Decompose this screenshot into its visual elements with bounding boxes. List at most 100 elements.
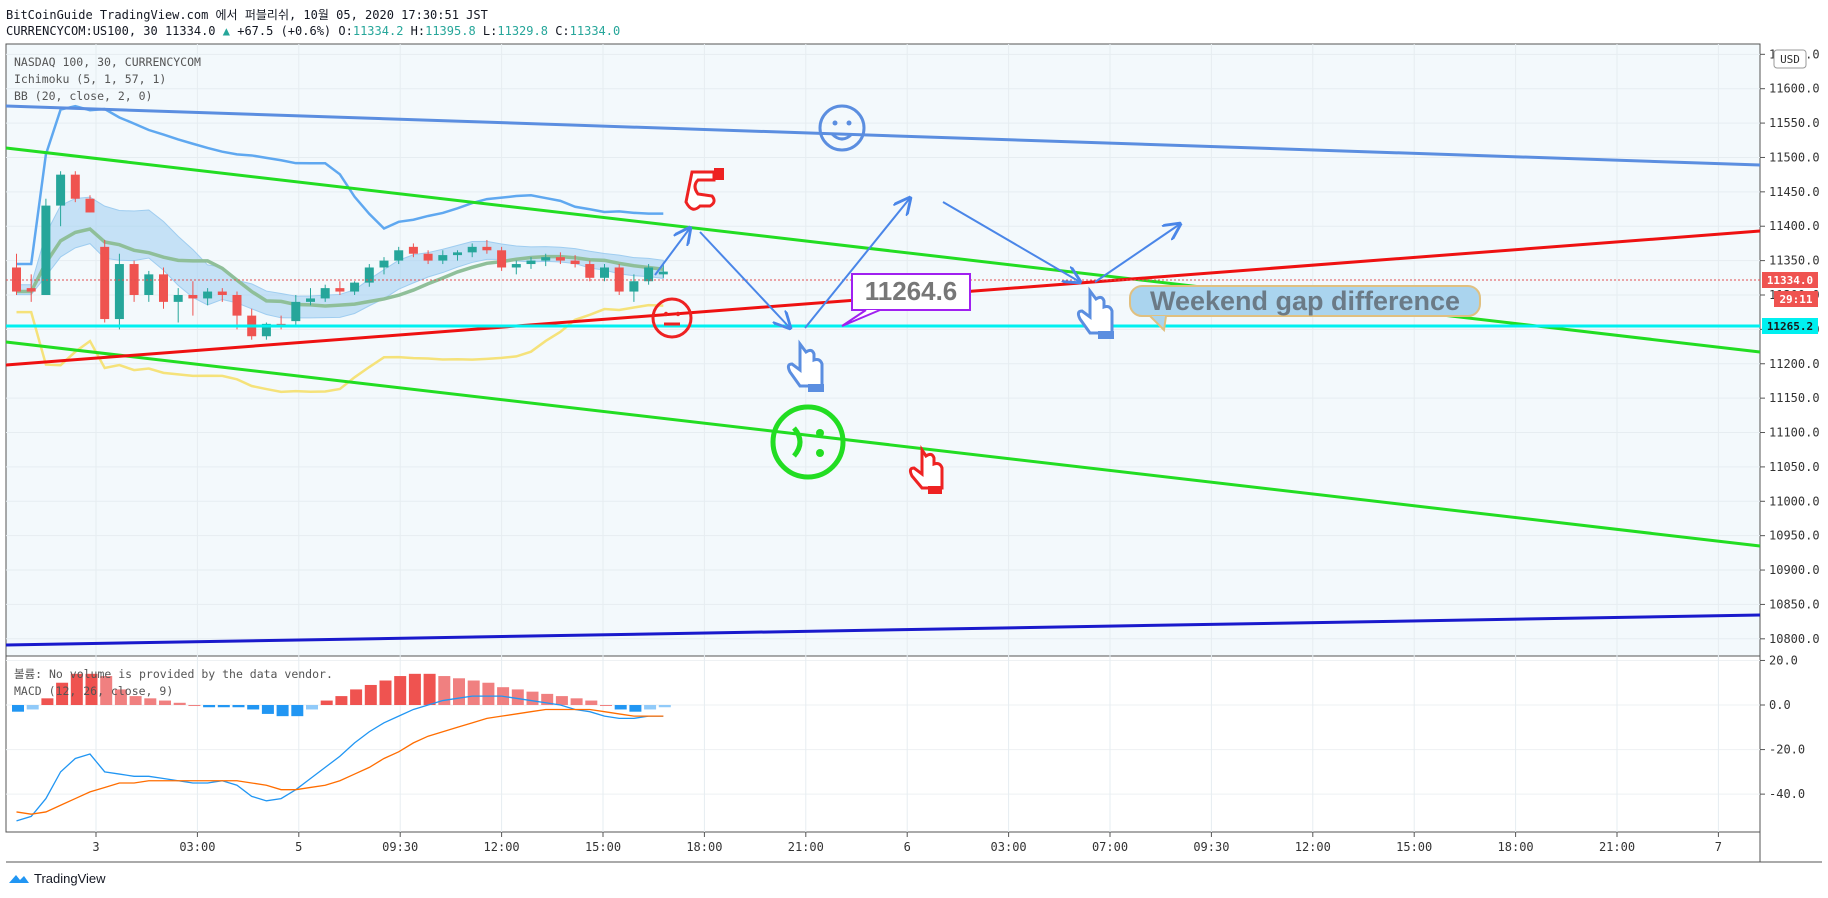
- last-price-tag: 11334.0: [1762, 272, 1818, 288]
- price-tick-label: 11600.0: [1769, 82, 1820, 96]
- candle[interactable]: [629, 274, 639, 302]
- resistance-line-blue[interactable]: [5, 104, 1761, 167]
- pointing-hand-icon[interactable]: [786, 339, 824, 392]
- macd-tick-label: -40.0: [1769, 787, 1805, 801]
- macd-histogram-bar: [12, 705, 24, 712]
- footer-brand[interactable]: TradingView: [8, 871, 106, 886]
- legend-volume[interactable]: 볼륨: No volume is provided by the data ve…: [14, 667, 333, 681]
- candle[interactable]: [497, 246, 507, 271]
- macd-histogram-bar: [306, 705, 318, 710]
- smiley-icon[interactable]: [818, 104, 866, 152]
- price-axis[interactable]: 11650.011600.011550.011500.011450.011400…: [1760, 47, 1820, 646]
- macd-histogram-bar: [26, 705, 39, 710]
- candle[interactable]: [482, 239, 492, 254]
- candle[interactable]: [70, 171, 80, 203]
- candle[interactable]: [144, 270, 154, 302]
- arrow-up-1[interactable]: [654, 228, 690, 276]
- macd-histogram-bar: [188, 705, 201, 707]
- candle[interactable]: [335, 281, 345, 295]
- candle-body: [261, 323, 271, 337]
- price-tick-label: 11350.0: [1769, 254, 1820, 268]
- candle-body: [350, 282, 360, 292]
- drawings[interactable]: 11264.6 Weekend gap difference: [5, 104, 1761, 647]
- macd-histogram-bar: [100, 676, 113, 706]
- candle-body: [320, 288, 330, 299]
- candle[interactable]: [12, 253, 21, 295]
- candle[interactable]: [526, 257, 536, 269]
- candle[interactable]: [408, 243, 418, 258]
- candle-body: [203, 291, 213, 299]
- candle[interactable]: [394, 246, 404, 265]
- candle[interactable]: [306, 288, 315, 306]
- candle[interactable]: [379, 257, 389, 275]
- currency-button[interactable]: USD: [1773, 49, 1807, 69]
- pointing-hand-icon[interactable]: [1076, 286, 1114, 339]
- candle[interactable]: [600, 264, 609, 282]
- weekend-gap-callout[interactable]: Weekend gap difference: [1129, 285, 1481, 333]
- candle[interactable]: [555, 252, 565, 265]
- candle[interactable]: [658, 264, 668, 278]
- pointing-hand-icon[interactable]: [908, 445, 944, 494]
- candle[interactable]: [511, 260, 521, 275]
- candle[interactable]: [217, 288, 227, 302]
- channel-lower-green[interactable]: [5, 340, 1761, 548]
- candle[interactable]: [644, 264, 654, 285]
- arrow-down-2[interactable]: [942, 201, 1080, 282]
- candle[interactable]: [438, 250, 448, 265]
- candle[interactable]: [364, 264, 374, 287]
- support-level-tag: 11265.2: [1762, 318, 1818, 334]
- candle[interactable]: [203, 288, 213, 306]
- time-axis[interactable]: 3 03:00 5 09:30 12:00 15:00 18:00 21:00 6 03:00 07…: [92, 832, 1722, 854]
- candle[interactable]: [570, 255, 580, 268]
- arrow-up-3[interactable]: [1094, 224, 1180, 283]
- price-label-callout[interactable]: 11264.6: [841, 273, 971, 327]
- legend-bb[interactable]: BB (20, close, 2, 0): [14, 89, 152, 103]
- candle[interactable]: [541, 253, 551, 267]
- candle[interactable]: [291, 294, 301, 326]
- macd-axis[interactable]: 20.0 0.0 -20.0 -40.0: [1760, 653, 1805, 801]
- legend-ichimoku[interactable]: Ichimoku (5, 1, 57, 1): [14, 72, 166, 86]
- macd-histogram-bar: [217, 705, 230, 708]
- candle[interactable]: [56, 171, 66, 227]
- frown-icon[interactable]: [770, 404, 846, 480]
- candle-body: [658, 271, 668, 275]
- candle[interactable]: [467, 243, 477, 258]
- low-value: 11329.8: [497, 24, 548, 38]
- legend-symbol[interactable]: NASDAQ 100, 30, CURRENCYCOM: [14, 55, 201, 69]
- arrow-up-2[interactable]: [804, 198, 910, 329]
- candle[interactable]: [85, 195, 95, 213]
- candle-body: [526, 260, 536, 265]
- signal-line: [16, 708, 664, 815]
- candle[interactable]: [232, 291, 242, 330]
- channel-upper-green[interactable]: [5, 146, 1761, 354]
- bb-upper: [16, 104, 664, 266]
- support-line-navy[interactable]: [5, 613, 1761, 647]
- candle[interactable]: [350, 281, 360, 295]
- price-tick-label: 10900.0: [1769, 563, 1820, 577]
- candle[interactable]: [41, 198, 51, 295]
- price-tick-label: 11550.0: [1769, 116, 1820, 130]
- pointing-hand-icon[interactable]: [684, 168, 724, 211]
- candle[interactable]: [585, 260, 595, 282]
- arrow-down-1[interactable]: [699, 231, 790, 328]
- neutral-face-icon[interactable]: [651, 297, 693, 339]
- macd-histogram-bar: [320, 700, 333, 706]
- time-tick-label: 12:00: [484, 840, 520, 854]
- macd-histogram-bar: [350, 689, 363, 706]
- candle[interactable]: [453, 250, 462, 261]
- candle[interactable]: [26, 274, 36, 302]
- candle[interactable]: [188, 281, 198, 316]
- candle-body: [453, 252, 462, 256]
- candle[interactable]: [423, 250, 433, 265]
- time-tick-label: 09:30: [382, 840, 418, 854]
- candle[interactable]: [173, 288, 183, 323]
- macd-pane[interactable]: [5, 655, 1761, 833]
- legend-macd[interactable]: MACD (12, 26, close, 9): [14, 684, 173, 698]
- candle[interactable]: [159, 267, 168, 309]
- candle[interactable]: [100, 239, 110, 323]
- macd-histogram-bar: [379, 680, 392, 706]
- candle[interactable]: [320, 284, 330, 302]
- candle[interactable]: [114, 253, 124, 330]
- macd-histogram-bar: [453, 678, 465, 706]
